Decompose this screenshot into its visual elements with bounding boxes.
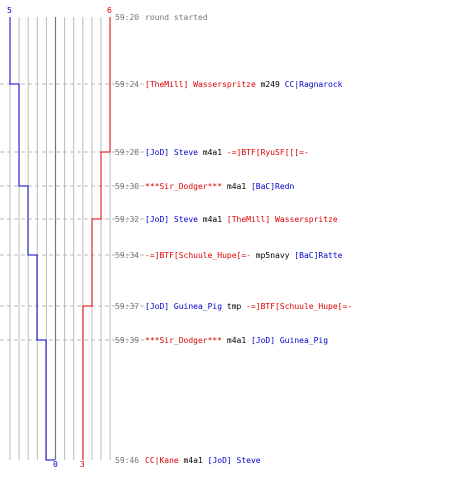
blue-player-name: [JoD] Guinea_Pig bbox=[251, 336, 328, 345]
red-player-name: [TheMill] Wasserspritze bbox=[227, 215, 338, 224]
event-time: 59:34 bbox=[115, 251, 139, 260]
blue-player-name: [JoD] Steve bbox=[145, 215, 198, 224]
kill-event-row: 59:28 [JoD] Steve m4a1 -=]BTF[RyuSF[[[=- bbox=[115, 148, 309, 157]
red-player-name: -=]BTF[RyuSF[[[=- bbox=[227, 148, 309, 157]
red-player-name: ***Sir_Dodger*** bbox=[145, 182, 222, 191]
event-text: round started bbox=[145, 13, 208, 22]
event-info: round started bbox=[145, 13, 208, 22]
blue-team-step-line bbox=[9, 17, 55, 461]
weapon-name: m4a1 bbox=[222, 182, 251, 191]
kill-event-row: 59:30 ***Sir_Dodger*** m4a1 [BaC]Redn bbox=[115, 182, 295, 191]
red-player-name: [TheMill] Wasserspritze bbox=[145, 80, 256, 89]
event-text: CC|Kane m4a1 [JoD] Steve bbox=[145, 456, 261, 465]
blue-player-name: [BaC]Redn bbox=[251, 182, 295, 191]
event-time: 59:30 bbox=[115, 182, 139, 191]
kill-event-row: 59:37 [JoD] Guinea_Pig tmp -=]BTF[Schuule… bbox=[115, 302, 352, 311]
weapon-name: m4a1 bbox=[179, 456, 208, 465]
red-player-name: CC|Kane bbox=[145, 456, 179, 465]
kill-event-row: 59:34 -=]BTF[Schuule_Hupe[=- mp5navy [BaC… bbox=[115, 251, 343, 260]
red-start-count: 6 bbox=[107, 6, 112, 15]
weapon-name: m4a1 bbox=[198, 148, 227, 157]
event-time: 59:46 bbox=[115, 456, 139, 465]
event-text: [TheMill] Wasserspritze m249 CC|Ragnaroc… bbox=[145, 80, 343, 89]
alive-count-labels: 5 0 6 3 bbox=[7, 6, 112, 469]
weapon-name: m4a1 bbox=[222, 336, 251, 345]
event-text: -=]BTF[Schuule_Hupe[=- mp5navy [BaC]Ratt… bbox=[145, 251, 343, 260]
kill-feed: 59:20 round started 59:24 [TheMill] Wassers… bbox=[115, 13, 352, 465]
kill-event-row: 59:46 CC|Kane m4a1 [JoD] Steve bbox=[115, 456, 261, 465]
event-guide-lines bbox=[0, 83, 145, 341]
weapon-name: m249 bbox=[256, 80, 285, 89]
blue-player-name: [JoD] Guinea_Pig bbox=[145, 302, 222, 311]
event-time: 59:32 bbox=[115, 215, 139, 224]
blue-player-name: [BaC]Ratte bbox=[294, 251, 342, 260]
event-time: 59:24 bbox=[115, 80, 139, 89]
blue-start-count: 5 bbox=[7, 6, 12, 15]
event-time: 59:39 bbox=[115, 336, 139, 345]
red-team-step-line bbox=[82, 17, 111, 460]
event-text: ***Sir_Dodger*** m4a1 [JoD] Guinea_Pig bbox=[145, 336, 328, 345]
event-time: 59:28 bbox=[115, 148, 139, 157]
red-player-name: ***Sir_Dodger*** bbox=[145, 336, 222, 345]
kill-event-row: 59:39 ***Sir_Dodger*** m4a1 [JoD] Guinea_… bbox=[115, 336, 328, 345]
kill-event-row: 59:24 [TheMill] Wasserspritze m249 CC|Rag… bbox=[115, 80, 343, 89]
timeline-grid bbox=[9, 17, 111, 460]
event-time: 59:20 bbox=[115, 13, 139, 22]
blue-player-name: CC|Ragnarock bbox=[285, 80, 343, 89]
event-text: ***Sir_Dodger*** m4a1 [BaC]Redn bbox=[145, 182, 295, 191]
event-text: [JoD] Guinea_Pig tmp -=]BTF[Schuule_Hupe… bbox=[145, 302, 352, 311]
red-player-name: -=]BTF[Schuule_Hupe[=- bbox=[145, 251, 251, 260]
weapon-name: m4a1 bbox=[198, 215, 227, 224]
alive-count-steps bbox=[9, 17, 111, 461]
kill-event-row: 59:32 [JoD] Steve m4a1 [TheMill] Wassersp… bbox=[115, 215, 338, 224]
red-end-count: 3 bbox=[80, 460, 85, 469]
blue-player-name: [JoD] Steve bbox=[208, 456, 261, 465]
weapon-name: tmp bbox=[222, 302, 246, 311]
event-time: 59:37 bbox=[115, 302, 139, 311]
blue-player-name: [JoD] Steve bbox=[145, 148, 198, 157]
blue-end-count: 0 bbox=[53, 460, 58, 469]
weapon-name: mp5navy bbox=[251, 251, 294, 260]
red-player-name: -=]BTF[Schuule_Hupe[=- bbox=[246, 302, 352, 311]
event-text: [JoD] Steve m4a1 -=]BTF[RyuSF[[[=- bbox=[145, 148, 309, 157]
event-text: [JoD] Steve m4a1 [TheMill] Wasserspritze bbox=[145, 215, 338, 224]
kill-event-row: 59:20 round started bbox=[115, 13, 208, 22]
